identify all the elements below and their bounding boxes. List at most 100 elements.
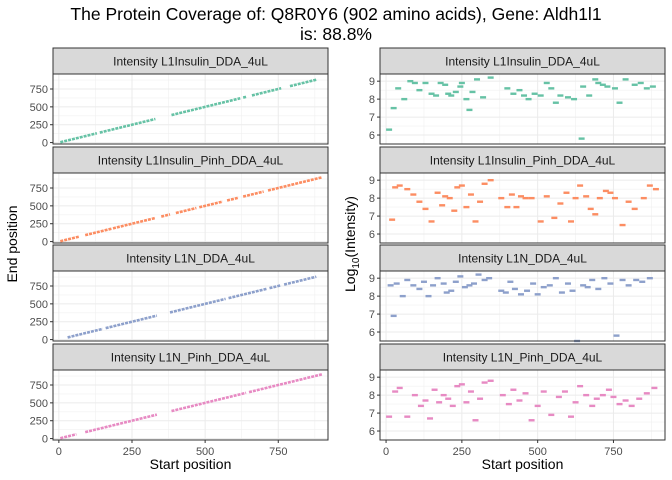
intensity-point — [652, 187, 659, 191]
intensity-point — [546, 284, 553, 287]
intensity-point — [593, 397, 600, 400]
x-tick-label: 750 — [269, 446, 287, 458]
intensity-point — [472, 419, 479, 422]
y-tick-label: 9 — [369, 76, 375, 88]
intensity-point — [411, 393, 418, 397]
y-tick-label: 0 — [42, 434, 48, 446]
facet-0-0: Intensity L1Insulin_DDA_4uL 0 250 500 750 — [30, 47, 329, 150]
panel-border — [379, 270, 666, 342]
intensity-point — [595, 287, 602, 291]
intensity-point — [486, 276, 493, 280]
panel-background — [380, 74, 665, 144]
intensity-point — [404, 187, 411, 191]
y-tick-label: 250 — [30, 416, 48, 428]
facet-strip-bg — [52, 244, 329, 272]
panel-border — [52, 73, 329, 145]
intensity-point — [558, 291, 565, 294]
intensity-point — [649, 85, 656, 88]
intensity-point — [454, 384, 461, 388]
facet-1-3: Intensity L1N_Pinh_DDA_4uL 6 7 8 9 0 250 500 750 — [369, 343, 666, 458]
intensity-point — [499, 393, 506, 397]
y-tick-label: 8 — [369, 94, 375, 106]
x-tick-label: 0 — [383, 446, 389, 458]
facet-strip-label: Intensity L1Insulin_DDA_4uL — [445, 55, 600, 69]
intensity-point — [528, 196, 535, 200]
intensity-point — [521, 94, 528, 97]
intensity-point — [461, 285, 468, 289]
panel-border — [379, 73, 666, 145]
intensity-point — [472, 220, 479, 223]
coverage-segment — [175, 206, 197, 215]
intensity-point — [416, 287, 423, 291]
intensity-point — [425, 294, 432, 298]
intensity-point — [592, 78, 599, 81]
intensity-point — [480, 96, 487, 99]
y-tick-label: 0 — [42, 237, 48, 249]
intensity-point — [602, 189, 609, 193]
intensity-point — [569, 289, 576, 292]
coverage-segment — [171, 97, 241, 117]
y-tick-label: 750 — [30, 183, 48, 195]
intensity-point — [411, 81, 418, 85]
y-tick-label: 250 — [30, 120, 48, 132]
intensity-point — [517, 293, 524, 296]
intensity-point — [433, 94, 440, 97]
y-tick-label: 7 — [369, 211, 375, 223]
intensity-point — [619, 278, 626, 282]
coverage-segment — [84, 227, 112, 237]
panel-border — [52, 369, 329, 441]
intensity-point — [401, 97, 408, 101]
intensity-point — [463, 97, 470, 101]
intensity-point — [517, 195, 524, 198]
intensity-point — [390, 106, 397, 110]
coverage-segment — [60, 132, 98, 144]
intensity-point — [595, 81, 602, 85]
x-tick-label: 500 — [196, 446, 214, 458]
intensity-point — [628, 404, 635, 408]
chart-title-line1: The Protein Coverage of: Q8R0Y6 (902 ami… — [70, 4, 602, 24]
intensity-point — [610, 395, 617, 399]
intensity-point — [589, 404, 596, 408]
intensity-point — [502, 291, 509, 294]
facet-0-2: Intensity L1N_DDA_4uL 0 250 500 750 — [30, 244, 329, 347]
y-tick-label: 8 — [369, 291, 375, 303]
y-axis-title: End position — [4, 205, 20, 282]
intensity-point — [548, 87, 555, 90]
y-tick-label: 8 — [369, 390, 375, 402]
intensity-point — [525, 97, 532, 101]
intensity-point — [540, 390, 547, 393]
y-axis-title: Log10(Intensity) — [342, 196, 362, 292]
intensity-point — [439, 204, 446, 207]
intensity-point — [416, 88, 423, 92]
intensity-point — [580, 284, 587, 287]
intensity-point — [448, 289, 455, 292]
intensity-point — [552, 276, 559, 280]
intensity-point — [504, 205, 511, 209]
intensity-point — [440, 393, 447, 397]
intensity-point — [446, 196, 453, 200]
intensity-point — [474, 78, 481, 81]
facet-strip-bg — [52, 146, 329, 174]
intensity-point — [442, 195, 449, 198]
coverage-segment — [67, 327, 104, 339]
y-tick-label: 6 — [369, 426, 375, 438]
intensity-point — [528, 419, 535, 422]
intensity-point — [616, 101, 623, 104]
intensity-point — [587, 207, 594, 211]
intensity-point — [477, 200, 484, 203]
intensity-point — [458, 383, 465, 386]
intensity-point — [420, 280, 427, 283]
coverage-segment — [226, 196, 240, 202]
intensity-point — [445, 397, 452, 400]
facet-strip-label: Intensity L1N_DDA_4uL — [458, 252, 587, 266]
intensity-point — [636, 397, 643, 400]
intensity-point — [431, 388, 438, 391]
intensity-point — [651, 386, 658, 390]
intensity-point — [516, 399, 523, 402]
intensity-point — [561, 390, 568, 393]
intensity-point — [530, 282, 537, 285]
intensity-point — [564, 96, 571, 99]
coverage-segment — [242, 190, 264, 198]
y-tick-label: 500 — [30, 102, 48, 114]
intensity-point — [404, 278, 411, 282]
